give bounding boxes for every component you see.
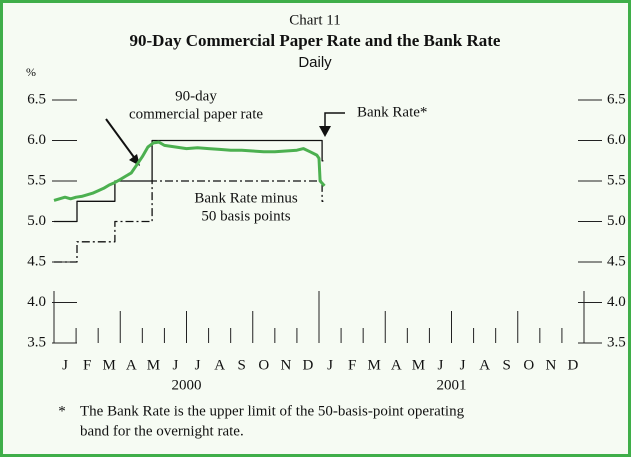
arrow-head [319,126,331,137]
footnote: band for the overnight rate. [80,423,244,439]
chart-subtitle: Daily [298,54,332,71]
x-tick-label: N [280,357,291,373]
annotation: 90-day [175,88,217,104]
y-tick-label: 5.0 [27,213,46,229]
x-tick-label: F [83,357,91,373]
annotation: Bank Rate* [357,104,427,120]
x-tick-label: A [391,357,402,373]
y-unit: % [26,65,36,79]
x-tick-label: J [62,357,68,373]
y-tick-label: 3.5 [27,334,46,350]
chart-title: 90-Day Commercial Paper Rate and the Ban… [130,31,501,50]
annotation: Bank Rate minus [194,190,297,206]
x-tick-label: D [303,357,314,373]
y-tick-label: 6.0 [27,132,46,148]
x-tick-label: J [195,357,201,373]
x-tick-label: O [258,357,269,373]
footnote: The Bank Rate is the upper limit of the … [80,403,465,419]
x-tick-label: M [147,357,160,373]
x-tick-label: F [348,357,356,373]
y2-tick-label: 5.5 [607,172,626,188]
x-tick-label: M [103,357,116,373]
x-tick-label: S [503,357,511,373]
y2-tick-label: 3.5 [607,334,626,350]
series-line [54,139,324,223]
series-line [53,140,326,202]
chart-number: Chart 11 [289,12,341,28]
year-label: 2000 [172,377,202,393]
x-tick-label: J [327,357,333,373]
x-tick-label: A [126,357,137,373]
y-tick-label: 4.0 [27,294,46,310]
series-line [54,180,324,263]
y2-tick-label: 6.0 [607,132,626,148]
y-tick-label: 4.5 [27,253,46,269]
arrow [105,118,137,161]
x-tick-label: D [568,357,579,373]
x-tick-label: A [479,357,490,373]
x-tick-label: J [438,357,444,373]
y2-tick-label: 5.0 [607,213,626,229]
x-tick-label: M [412,357,425,373]
y-tick-label: 6.5 [27,91,46,107]
x-tick-label: N [545,357,556,373]
x-tick-label: O [523,357,534,373]
y2-tick-label: 4.0 [607,294,626,310]
x-tick-label: J [460,357,466,373]
year-label: 2001 [437,377,467,393]
footnote-marker: * [58,403,66,419]
x-tick-label: A [214,357,225,373]
annotation: commercial paper rate [129,106,263,122]
y2-tick-label: 4.5 [607,253,626,269]
y-tick-label: 5.5 [27,172,46,188]
x-tick-label: S [238,357,246,373]
arrow [324,112,345,128]
annotation: 50 basis points [201,208,290,224]
x-tick-label: J [173,357,179,373]
y2-tick-label: 6.5 [607,91,626,107]
x-tick-label: M [368,357,381,373]
